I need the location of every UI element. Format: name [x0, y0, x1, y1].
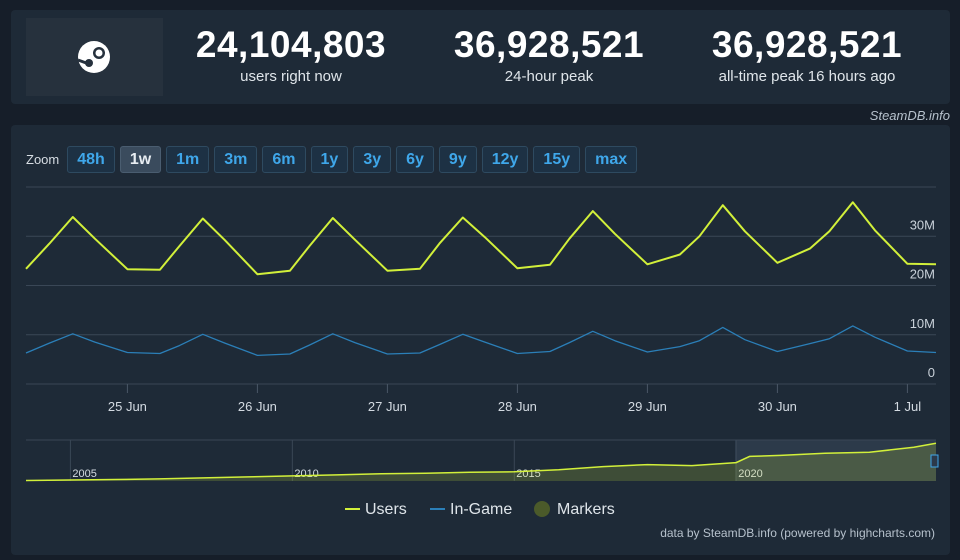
zoom-button[interactable]: 1m — [166, 146, 210, 173]
x-tick-label: 30 Jun — [758, 399, 797, 414]
steam-icon — [77, 41, 110, 73]
x-tick-label: 26 Jun — [238, 399, 277, 414]
credits: data by SteamDB.info (powered by highcha… — [660, 526, 935, 540]
navigator-tick-label: 2010 — [294, 468, 318, 480]
stat-label: users right now — [240, 68, 342, 85]
navigator-line — [25, 442, 937, 482]
navigator-tick-label: 2020 — [738, 468, 762, 480]
y-tick-label: 30M — [910, 217, 935, 232]
zoom-label: Zoom — [26, 152, 60, 167]
zoom-button[interactable]: 1w — [119, 146, 162, 173]
stats-panel: 24,104,803 users right now 36,928,521 24-h… — [11, 10, 950, 104]
stat: 24,104,803 users right now — [171, 24, 411, 85]
series-line — [25, 325, 937, 357]
navigator-mask — [735, 440, 936, 481]
y-tick-label: 0 — [928, 365, 935, 380]
y-tick-label: 20M — [910, 267, 935, 282]
zoom-button[interactable]: 12y — [481, 146, 529, 173]
legend-label[interactable]: Markers — [557, 501, 615, 518]
legend-label[interactable]: Users — [365, 501, 407, 518]
y-tick-label: 10M — [910, 316, 935, 331]
series-line — [25, 201, 937, 276]
stat: 36,928,521 24-hour peak — [429, 24, 669, 85]
zoom-button[interactable]: 15y — [533, 146, 581, 173]
stat-label: 24-hour peak — [504, 68, 594, 85]
legend-label[interactable]: In-Game — [450, 501, 512, 518]
zoom-button[interactable]: max — [585, 146, 638, 173]
x-tick-label: 27 Jun — [368, 399, 407, 414]
zoom-button[interactable]: 3y — [353, 146, 392, 173]
stat: 36,928,521 all-time peak 16 hours ago — [687, 24, 927, 85]
stat-value: 36,928,521 — [453, 24, 645, 65]
x-tick-label: 28 Jun — [498, 399, 537, 414]
stat-label: all-time peak 16 hours ago — [718, 68, 896, 85]
zoom-bar: Zoom 48h 1w 1m 3m 6m 1y 3y 6y 9y 12y 15y max — [26, 146, 638, 173]
zoom-button[interactable]: 6y — [396, 146, 434, 173]
stat-value: 24,104,803 — [195, 24, 387, 65]
zoom-button[interactable]: 6m — [262, 146, 306, 173]
source-link[interactable]: SteamDB.info — [869, 108, 950, 123]
zoom-button[interactable]: 3m — [214, 146, 258, 173]
x-tick-label: 25 Jun — [108, 399, 147, 414]
navigator-area — [26, 443, 936, 481]
zoom-button[interactable]: 48h — [67, 146, 115, 173]
navigator-tick-label: 2005 — [72, 468, 96, 480]
zoom-button[interactable]: 1y — [310, 146, 349, 173]
legend-swatch — [534, 501, 550, 517]
steam-icon-box — [26, 18, 163, 96]
x-tick-label: 29 Jun — [628, 399, 667, 414]
stat-value: 36,928,521 — [711, 24, 903, 65]
navigator-handle — [930, 454, 939, 468]
x-tick-label: 1 Jul — [894, 399, 922, 414]
zoom-button[interactable]: 9y — [438, 146, 477, 173]
